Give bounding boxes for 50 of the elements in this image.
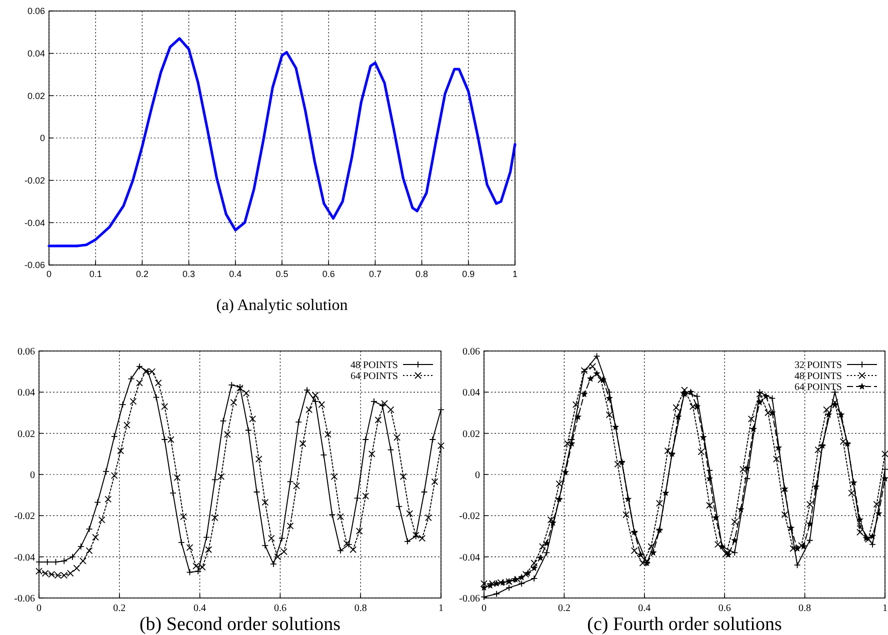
x-tick-label: 0.6 [718,603,731,614]
x-tick-label: 0.8 [416,269,428,279]
x-tick-label: 0.5 [276,269,288,279]
legend-label: 32 POINTS [794,360,842,371]
legend-label: 48 POINTS [350,360,398,371]
y-tick-label: -0.04 [24,218,45,228]
x-tick-label: 0.2 [558,603,570,614]
x-tick-label: 0.4 [194,603,206,614]
x-tick-label: 0.9 [462,269,475,279]
y-tick-label: -0.04 [459,552,480,564]
x-tick-label: 0.1 [89,269,102,279]
y-tick-label: 0.06 [27,6,45,16]
x-tick-label: 1 [882,603,888,614]
x-tick-label: 1 [512,269,518,279]
y-tick-label: 0.06 [462,346,480,358]
x-tick-label: 0.6 [322,269,335,279]
x-tick-label: 0.2 [113,603,126,614]
y-tick-label: 0 [475,470,480,481]
y-tick-label: -0.02 [14,511,35,522]
x-tick-label: 0 [46,269,52,279]
y-tick-label: -0.06 [24,260,45,270]
y-tick-label: 0 [40,133,45,144]
x-tick-label: 0.7 [368,269,382,279]
y-tick-label: 0.04 [18,388,35,399]
y-tick-label: 0.02 [18,428,35,440]
y-tick-label: 0.06 [18,346,35,358]
y-tick-label: -0.06 [459,594,480,604]
x-tick-label: 0.8 [798,603,812,614]
text: (b) Second order solutions [139,614,341,635]
y-tick-label: -0.02 [24,175,45,186]
legend-label: 48 POINTS [794,371,842,382]
y-tick-label: 0.02 [462,428,480,440]
y-tick-label: 0.02 [27,90,45,101]
y-tick-label: -0.06 [14,594,35,604]
y-tick-label: -0.02 [459,511,480,522]
x-tick-label: 0.8 [354,603,367,614]
legend-label: 64 POINTS [794,382,842,393]
x-tick-label: 1 [438,603,444,614]
text: (a) Analytic solution [216,297,348,314]
x-tick-label: 0.2 [136,269,148,279]
y-tick-label: 0.04 [462,388,480,399]
x-tick-label: 0.4 [229,269,242,279]
y-tick-label: 0 [30,470,35,481]
x-tick-label: 0.6 [274,603,286,614]
x-tick-label: 0.3 [182,269,196,279]
text: (c) Fourth order solutions [587,614,782,635]
legend-label: 64 POINTS [350,371,398,382]
y-tick-label: 0.04 [27,48,45,58]
x-tick-label: 0.4 [638,603,651,614]
y-tick-label: -0.04 [14,552,35,564]
